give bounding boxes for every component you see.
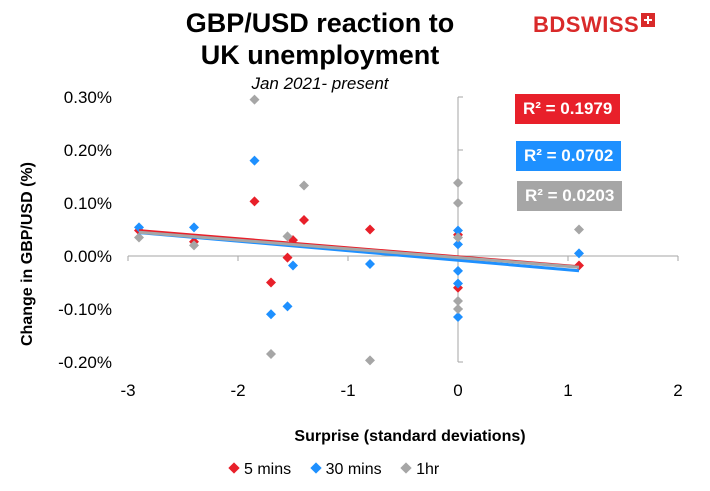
legend: 5 mins 30 mins 1hr xyxy=(228,461,455,479)
y-tick-label: 0.00% xyxy=(64,247,112,266)
data-point-30-mins xyxy=(453,311,463,322)
data-point-30-mins xyxy=(249,155,260,166)
r2-label-1hr: R² = 0.0203 xyxy=(517,181,623,211)
x-axis-label: Surprise (standard deviations) xyxy=(294,428,526,445)
data-point-30-mins xyxy=(453,265,463,276)
x-tick-label: 0 xyxy=(453,381,462,400)
data-point-1hr xyxy=(453,177,463,188)
data-point-1hr xyxy=(282,231,293,242)
y-tick-label: 0.20% xyxy=(64,141,112,160)
data-point-30-mins xyxy=(574,248,584,259)
data-point-5-mins xyxy=(365,224,375,235)
x-tick-label: 2 xyxy=(673,381,682,400)
y-tick-label: -0.20% xyxy=(58,353,112,372)
data-point-1hr xyxy=(365,355,375,366)
data-point-5-mins xyxy=(266,277,276,288)
chart-title-line2: UK unemployment xyxy=(200,40,440,70)
legend-marker-1hr xyxy=(400,462,412,474)
data-point-30-mins xyxy=(453,278,463,289)
legend-marker-5min xyxy=(228,462,240,474)
legend-label-30min: 30 mins xyxy=(325,461,382,478)
data-point-1hr xyxy=(453,198,463,208)
r2-label-5min: R² = 0.1979 xyxy=(515,94,621,124)
data-point-1hr xyxy=(249,94,260,105)
data-point-30-mins xyxy=(282,301,293,312)
data-point-5-mins xyxy=(249,196,260,207)
data-point-30-mins xyxy=(365,258,375,269)
legend-item-1hr: 1hr xyxy=(400,461,440,479)
brand-logo-text: BDSWISS xyxy=(533,12,640,37)
chart-title-line1: GBP/USD reaction to xyxy=(185,8,455,38)
x-tick-label: -1 xyxy=(340,381,355,400)
x-tick-label: -2 xyxy=(230,381,245,400)
data-point-30-mins xyxy=(288,260,298,271)
legend-item-30min: 30 mins xyxy=(309,461,382,479)
y-tick-label: 0.30% xyxy=(64,88,112,107)
legend-marker-30min xyxy=(309,462,322,474)
data-point-1hr xyxy=(453,296,463,307)
r2-label-30min: R² = 0.0702 xyxy=(516,141,622,171)
data-point-1hr xyxy=(134,232,144,243)
data-point-30-mins xyxy=(266,309,276,320)
y-tick-label: -0.10% xyxy=(58,300,112,319)
brand-logo: BDSWISS xyxy=(533,12,656,38)
legend-label-1hr: 1hr xyxy=(416,461,440,478)
legend-item-5min: 5 mins xyxy=(228,461,292,479)
data-point-30-mins xyxy=(453,225,463,236)
data-point-1hr xyxy=(574,224,584,235)
data-point-30-mins xyxy=(453,239,463,250)
data-point-1hr xyxy=(266,349,276,360)
y-tick-label: 0.10% xyxy=(64,194,112,213)
swiss-flag-icon xyxy=(641,13,656,27)
data-point-1hr xyxy=(189,240,199,251)
data-point-1hr xyxy=(453,304,463,314)
trendline-1hr xyxy=(138,230,580,269)
data-point-5-mins xyxy=(299,214,309,225)
chart-subtitle: Jan 2021- present xyxy=(251,74,389,93)
data-point-30-mins xyxy=(189,222,199,233)
data-point-5-mins xyxy=(282,252,293,263)
x-tick-label: -3 xyxy=(120,381,135,400)
y-axis-label: Change in GBP/USD (%) xyxy=(19,162,36,347)
legend-label-5min: 5 mins xyxy=(244,461,292,478)
data-point-1hr xyxy=(453,232,463,243)
x-tick-label: 1 xyxy=(563,381,572,400)
data-point-1hr xyxy=(299,180,309,191)
